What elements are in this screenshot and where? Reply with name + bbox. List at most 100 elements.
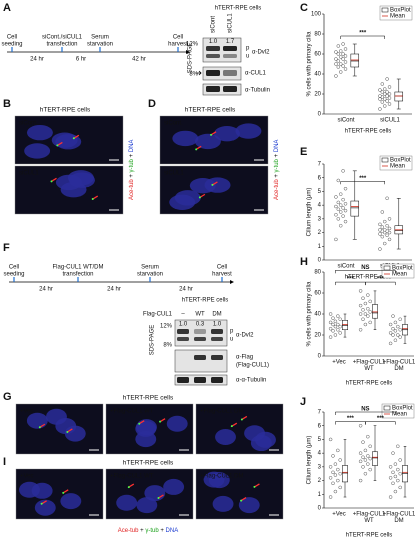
data-dot [334, 204, 338, 209]
arrow [196, 70, 202, 76]
data-dot [363, 312, 368, 316]
blot-title: hTERT-RPE cells [182, 298, 229, 304]
y-tick-label: 80 [314, 270, 321, 276]
data-dot [328, 312, 333, 316]
data-dot [398, 317, 402, 321]
x-tick-label: +Flag-CUL1 [353, 360, 386, 366]
data-dot [393, 489, 398, 494]
panel-label: J [300, 396, 306, 408]
data-dot [366, 454, 370, 458]
blot-band [211, 377, 223, 383]
stain-label: γ-tub [274, 158, 280, 172]
box-body [394, 91, 404, 102]
data-dot [368, 310, 372, 314]
nucleus [116, 494, 138, 511]
data-dot [331, 470, 335, 475]
data-dot [366, 434, 370, 439]
panel-caption: +Vec [20, 409, 34, 415]
panel-caption: +Flag-CUL1 DM [200, 409, 244, 415]
centrosome [40, 502, 43, 505]
data-dot [343, 186, 348, 191]
data-dot [341, 57, 345, 61]
data-dot [328, 476, 333, 480]
lane-label: WT [195, 312, 205, 318]
x-tick-label: WT [364, 366, 374, 372]
data-dot [334, 74, 338, 78]
data-dot [368, 320, 372, 325]
data-dot [385, 77, 389, 81]
significance-label: NS [361, 265, 369, 271]
stain-legend: Ace-tub + γ-tub + DNA [129, 140, 135, 200]
data-dot [338, 317, 342, 321]
significance-bracket [365, 421, 396, 425]
data-dot [393, 320, 398, 325]
blot-band [194, 377, 206, 383]
panel-label: H [300, 256, 308, 268]
data-dot [338, 210, 343, 214]
antibody: α-α-Tubulin [236, 378, 266, 384]
legend-label: BoxPlot [390, 158, 411, 164]
data-dot [391, 451, 395, 455]
data-dot [366, 293, 370, 297]
blot-band [223, 54, 237, 58]
nucleus [64, 425, 86, 442]
data-dot [391, 481, 395, 486]
data-dot [358, 289, 363, 293]
stain-label: DNA [166, 528, 179, 534]
data-dot [398, 335, 402, 339]
data-dot [336, 44, 341, 48]
y-tick-label: 0 [318, 258, 322, 264]
y-axis-label: % cells with primary cilia [307, 281, 313, 347]
data-dot [382, 87, 387, 91]
data-dot [393, 329, 398, 333]
data-dot [363, 301, 368, 306]
blot-frame [174, 349, 228, 373]
legend-swatch [383, 405, 391, 411]
y-tick-label: 1 [318, 244, 322, 250]
nucleus [238, 497, 260, 514]
significance-label: *** [377, 416, 385, 422]
data-dot [368, 444, 372, 449]
nucleus [26, 412, 48, 429]
antibody: α-CUL1 [245, 71, 266, 77]
data-dot [331, 454, 335, 458]
data-dot [378, 88, 382, 92]
y-tick-label: 5 [318, 437, 322, 443]
stain-label: + [129, 153, 135, 157]
data-dot [382, 228, 387, 232]
stain-label: Ace-tub [118, 528, 139, 534]
data-dot [341, 214, 345, 218]
y-tick-label: 0 [318, 112, 322, 118]
timeline-step: transfection [62, 272, 93, 278]
gel-percent: 12% [160, 324, 173, 330]
data-dot [336, 448, 340, 453]
legend-label: BoxPlot [392, 266, 413, 272]
centrosome [62, 491, 65, 494]
panel-label: I [3, 456, 6, 468]
data-dot [341, 206, 345, 210]
data-dot [336, 314, 340, 318]
data-dot [385, 223, 389, 228]
x-tick-label: DM [394, 518, 403, 524]
data-dot [328, 335, 333, 339]
blot-band [194, 337, 206, 341]
data-dot [338, 192, 343, 196]
timeline-interval: 24 hr [30, 57, 44, 63]
panel-caption: +Flag-CUL1 WT [110, 474, 154, 480]
data-dot [358, 451, 363, 455]
nucleus [51, 132, 78, 148]
data-dot [336, 59, 341, 63]
nucleus [26, 124, 53, 141]
stain-label: γ-tub [145, 528, 159, 534]
x-tick-label: WT [364, 518, 374, 524]
data-dot [343, 208, 348, 213]
row-label: siCont. [19, 121, 38, 127]
centrosome [230, 425, 233, 428]
timeline-step: harvest [168, 42, 188, 48]
data-dot [358, 459, 363, 464]
band-form: p [246, 46, 250, 52]
data-dot [363, 471, 368, 476]
panel-title: hTERT-RPE cells [123, 395, 174, 402]
data-dot [380, 100, 385, 104]
data-dot [391, 333, 395, 337]
